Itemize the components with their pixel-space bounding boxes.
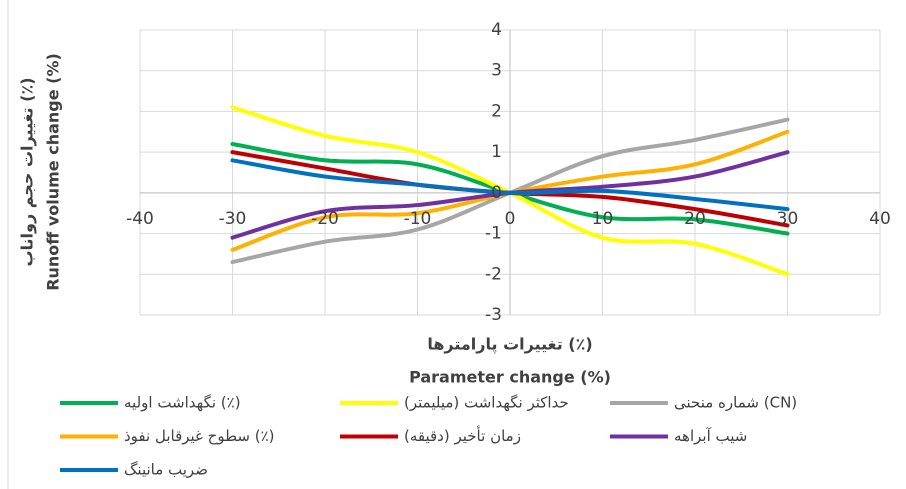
y-title-en: Runoff volume change (%) xyxy=(44,53,63,291)
x-tick-label: 20 xyxy=(684,209,706,229)
y-tick-label: -2 xyxy=(485,264,502,284)
x-tick-label: 0 xyxy=(505,209,516,229)
x-tick-label: 40 xyxy=(869,209,891,229)
x-tick-label: -40 xyxy=(126,209,154,229)
x-tick-label: -30 xyxy=(219,209,247,229)
x-title: تغییرات پارامترها (٪) xyxy=(427,335,592,355)
legend-label: شیب آبراهه xyxy=(674,427,747,445)
legend-label: حداکثر نگهداشت (میلیمتر) xyxy=(404,394,569,412)
y-tick-label: 1 xyxy=(491,142,502,162)
y-tick-label: -1 xyxy=(485,224,502,244)
y-tick-label: 4 xyxy=(491,20,502,40)
legend-label: زمان تأخیر (دقیقه) xyxy=(404,425,521,445)
legend-label: نگهداشت اولیه (٪) xyxy=(124,394,241,412)
legend-label: سطوح غیرقابل نفوذ (٪) xyxy=(124,427,275,445)
y-title: تغییرات حجم رواناب (٪) xyxy=(18,77,37,266)
legend-label: شماره منحنی (CN) xyxy=(674,394,797,412)
y-tick-label: 2 xyxy=(491,101,502,121)
series-line xyxy=(230,158,790,212)
y-tick-label: -3 xyxy=(485,305,502,325)
y-tick-label: 0 xyxy=(491,183,502,203)
x-title-en: Parameter change (%) xyxy=(409,368,611,387)
x-tick-label: -20 xyxy=(311,209,339,229)
y-tick-label: 3 xyxy=(491,61,502,81)
x-tick-label: 30 xyxy=(777,209,799,229)
x-tick-label: 10 xyxy=(592,209,614,229)
x-tick-label: -10 xyxy=(404,209,432,229)
legend-label: ضریب مانینگ xyxy=(124,461,208,479)
